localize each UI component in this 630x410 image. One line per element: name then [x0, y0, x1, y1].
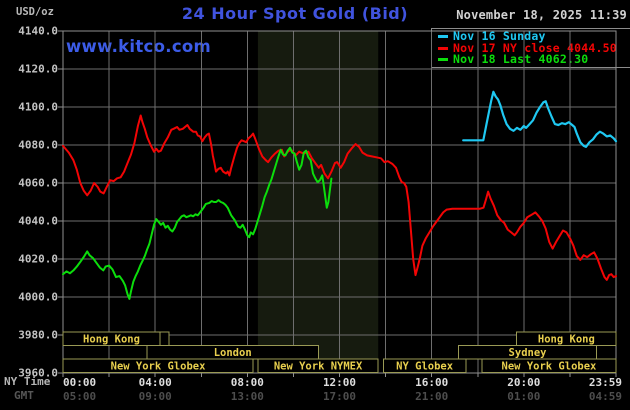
- session-box: [62, 358, 254, 373]
- y-tick-label: 4060.0: [18, 177, 58, 190]
- legend-item-nov17: Nov 17 NY close 4044.50: [432, 40, 630, 55]
- x-tick-ny: 12:00: [323, 376, 356, 389]
- chart-title: 24 Hour Spot Gold (Bid): [181, 4, 409, 23]
- legend-label: Nov 17 NY close 4044.50: [453, 40, 617, 55]
- ny-time-axis-label: NY Time: [4, 375, 51, 388]
- series-line-1: [62, 114, 617, 281]
- session-label: New York Globex: [502, 361, 598, 373]
- y-tick-label: 4000.0: [18, 291, 58, 304]
- legend-label: Nov 18 Last 4062.30: [453, 51, 589, 66]
- y-tick-label: 4020.0: [18, 253, 58, 266]
- session-label: NY Globex: [396, 361, 454, 373]
- session-label: Hong Kong: [83, 334, 140, 346]
- series-line-2: [62, 146, 333, 300]
- legend-label: Nov 16 Sunday: [453, 28, 546, 43]
- x-tick-gmt: 09:00: [139, 390, 172, 403]
- x-tick-gmt: 01:00: [507, 390, 540, 403]
- y-axis-unit-label: USD/oz: [16, 6, 54, 18]
- session-box: [383, 358, 467, 373]
- y-tick-label: 4080.0: [18, 139, 58, 152]
- axis-ticks: [58, 30, 617, 377]
- y-tick-label: 3980.0: [18, 329, 58, 342]
- grid: [63, 31, 616, 373]
- x-tick-gmt: 04:59: [589, 390, 622, 403]
- legend-item-nov18: Nov 18 Last 4062.30: [432, 53, 630, 65]
- session-box: [481, 358, 617, 373]
- kitco-watermark-link[interactable]: www.kitco.com: [66, 37, 212, 56]
- y-tick-label: 3960.0: [18, 367, 58, 380]
- legend-line-swatch-cyan: [438, 35, 448, 38]
- y-tick-label: 4120.0: [18, 63, 58, 76]
- session-label: London: [214, 347, 252, 359]
- chart-datetime: November 18, 2025 11:39: [456, 8, 627, 22]
- x-tick-gmt: 17:00: [323, 390, 356, 403]
- session-label: New York NYMEX: [274, 361, 363, 373]
- y-tick-label: 4100.0: [18, 101, 58, 114]
- series-line-0: [462, 90, 618, 148]
- session-box: [257, 358, 379, 373]
- session-label: Sydney: [509, 347, 548, 359]
- legend-line-swatch-green: [438, 58, 448, 61]
- x-tick-ny: 08:00: [231, 376, 264, 389]
- x-tick-ny: 00:00: [63, 376, 96, 389]
- x-tick-ny: 16:00: [415, 376, 448, 389]
- y-tick-label: 4040.0: [18, 215, 58, 228]
- nymex-session-band: [257, 31, 379, 373]
- x-tick-ny: 20:00: [507, 376, 540, 389]
- x-tick-gmt: 13:00: [231, 390, 264, 403]
- x-tick-ny: 23:59: [589, 376, 622, 389]
- session-label: New York Globex: [111, 361, 207, 373]
- session-box: [159, 331, 170, 346]
- y-tick-label: 4140.0: [18, 25, 58, 38]
- x-tick-ny: 04:00: [139, 376, 172, 389]
- session-label: Hong Kong: [538, 334, 595, 346]
- chart-legend: Nov 16 Sunday Nov 17 NY close 4044.50 No…: [431, 28, 630, 68]
- x-tick-gmt: 05:00: [63, 390, 96, 403]
- gmt-axis-label: GMT: [14, 389, 34, 402]
- legend-line-swatch-red: [438, 46, 448, 50]
- x-tick-gmt: 21:00: [415, 390, 448, 403]
- legend-item-nov16: Nov 16 Sunday: [432, 30, 630, 42]
